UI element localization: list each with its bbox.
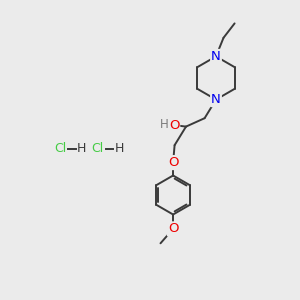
Text: N: N (211, 50, 221, 63)
Text: O: O (169, 118, 179, 132)
Text: H: H (160, 118, 169, 131)
Text: H: H (114, 142, 124, 155)
Text: H: H (77, 142, 86, 155)
Text: N: N (211, 93, 221, 106)
Text: O: O (168, 156, 178, 169)
Text: Cl: Cl (92, 142, 104, 155)
Text: Cl: Cl (54, 142, 66, 155)
Text: O: O (168, 222, 178, 236)
